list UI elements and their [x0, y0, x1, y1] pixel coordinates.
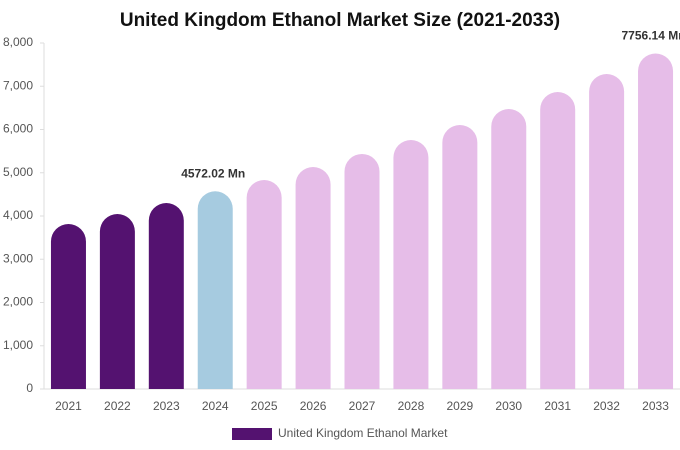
- y-tick-label: 8,000: [3, 35, 33, 49]
- x-tick-label: 2024: [202, 399, 229, 413]
- y-tick-label: 4,000: [3, 208, 33, 222]
- bar: [148, 203, 184, 389]
- bar: [99, 214, 135, 389]
- legend-label: United Kingdom Ethanol Market: [278, 426, 448, 440]
- y-tick-label: 7,000: [3, 78, 33, 92]
- x-tick-label: 2021: [55, 399, 82, 413]
- data-label: 4572.02 Mn: [181, 166, 245, 180]
- y-tick-label: 3,000: [3, 251, 33, 265]
- x-tick-label: 2022: [104, 399, 131, 413]
- x-tick-label: 2027: [349, 399, 376, 413]
- bar: [344, 153, 380, 389]
- x-tick-label: 2026: [300, 399, 327, 413]
- x-tick-label: 2029: [446, 399, 473, 413]
- x-tick-label: 2030: [495, 399, 522, 413]
- y-tick-label: 2,000: [3, 295, 33, 309]
- chart-title: United Kingdom Ethanol Market Size (2021…: [120, 10, 560, 31]
- bar: [442, 125, 478, 390]
- y-tick-label: 6,000: [3, 122, 33, 136]
- bar: [589, 74, 625, 389]
- bar: [50, 224, 86, 389]
- x-tick-label: 2033: [642, 399, 669, 413]
- bar: [540, 92, 576, 389]
- x-tick-label: 2023: [153, 399, 180, 413]
- x-tick-label: 2032: [593, 399, 620, 413]
- x-tick-label: 2031: [544, 399, 571, 413]
- bar: [638, 53, 674, 390]
- y-tick-label: 0: [26, 381, 33, 395]
- bar: [295, 166, 331, 389]
- data-label: 7756.14 Mn: [622, 29, 680, 43]
- x-tick-label: 2025: [251, 399, 278, 413]
- bar: [491, 108, 527, 389]
- bar: [393, 140, 429, 389]
- bar: [197, 191, 233, 389]
- y-tick-label: 5,000: [3, 165, 33, 179]
- bar: [246, 180, 282, 389]
- x-tick-label: 2028: [398, 399, 425, 413]
- y-tick-label: 1,000: [3, 338, 33, 352]
- legend-swatch: [232, 428, 272, 440]
